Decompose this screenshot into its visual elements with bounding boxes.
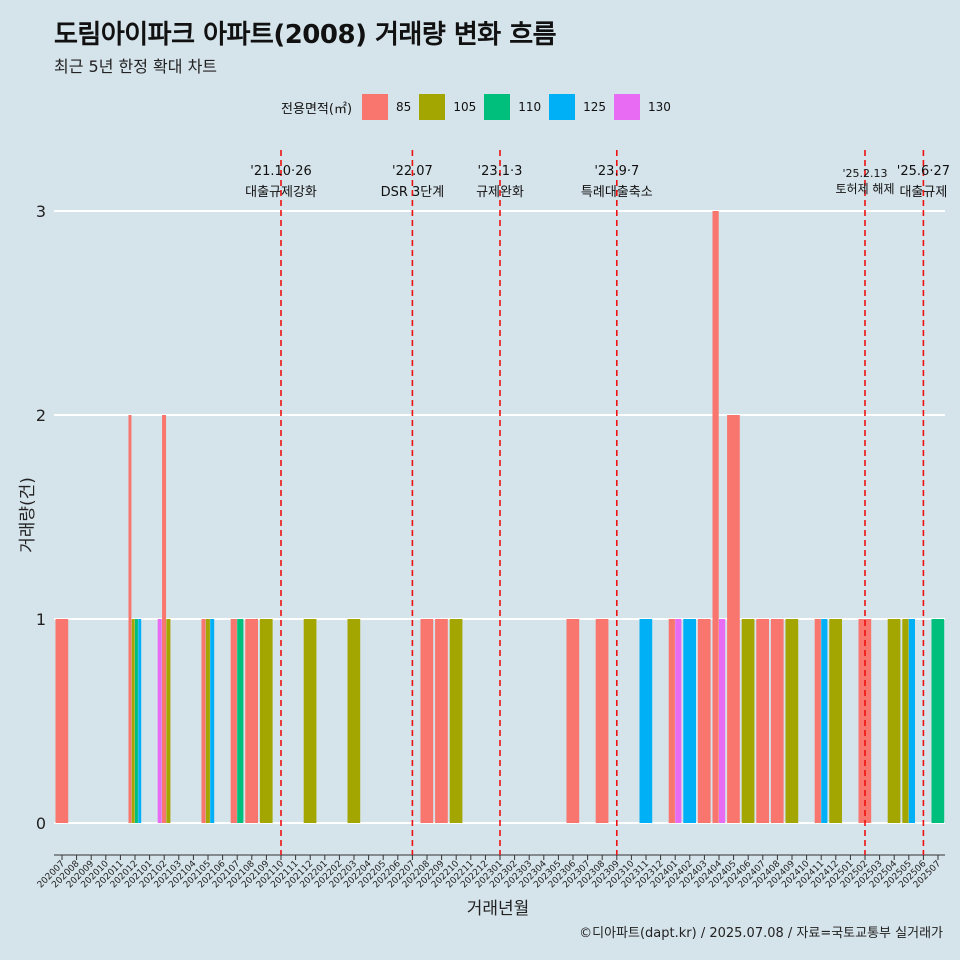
bar bbox=[420, 619, 434, 823]
legend-label: 105 bbox=[453, 100, 477, 114]
bar bbox=[201, 619, 206, 823]
bar bbox=[814, 619, 821, 823]
bar bbox=[931, 619, 945, 823]
event-date-label: '21.10·26 bbox=[250, 164, 311, 179]
bar bbox=[675, 619, 682, 823]
legend: 전용면적(㎡) 85 105 110 125 130 bbox=[0, 92, 960, 122]
legend-item-85: 85 bbox=[362, 94, 411, 120]
bar bbox=[712, 211, 719, 823]
bar bbox=[135, 619, 138, 823]
bar bbox=[719, 619, 726, 823]
bar bbox=[639, 619, 653, 823]
x-axis-title: 거래년월 bbox=[467, 899, 530, 919]
bar bbox=[435, 619, 448, 823]
legend-item-125: 125 bbox=[549, 94, 606, 120]
event-text-label: 특례대출축소 bbox=[581, 185, 653, 200]
bar bbox=[157, 619, 162, 823]
event-date-label: '23.1·3 bbox=[478, 164, 523, 179]
bar bbox=[131, 619, 135, 823]
bar bbox=[683, 619, 696, 823]
bar bbox=[210, 619, 215, 823]
event-text-label: 대출규제강화 bbox=[245, 185, 317, 200]
chart-title: 도림아이파크 아파트(2008) 거래량 변화 흐름 bbox=[54, 20, 557, 50]
legend-label: 125 bbox=[583, 100, 607, 114]
bar bbox=[449, 619, 463, 823]
y-tick-label: 2 bbox=[36, 406, 46, 425]
legend-item-130: 130 bbox=[614, 94, 671, 120]
event-text-label: 대출규제 bbox=[899, 185, 947, 200]
bar bbox=[259, 619, 273, 823]
legend-label: 130 bbox=[648, 100, 671, 114]
bar bbox=[237, 619, 244, 823]
bar bbox=[785, 619, 799, 823]
y-axis-title: 거래량(건) bbox=[18, 477, 38, 553]
event-date-label: '25.6·27 bbox=[897, 164, 950, 179]
legend-swatch bbox=[614, 94, 641, 120]
chart-subtitle: 최근 5년 한정 확대 차트 bbox=[54, 57, 218, 76]
bar bbox=[741, 619, 755, 823]
event-date-label: '22.07 bbox=[392, 164, 433, 179]
bar bbox=[303, 619, 317, 823]
bar bbox=[902, 619, 909, 823]
y-tick-label: 3 bbox=[36, 202, 46, 221]
bar bbox=[887, 619, 901, 823]
bar bbox=[138, 619, 142, 823]
legend-item-110: 110 bbox=[484, 94, 541, 120]
bar bbox=[821, 619, 828, 823]
bar bbox=[566, 619, 580, 823]
bar bbox=[595, 619, 609, 823]
legend-item-105: 105 bbox=[419, 94, 476, 120]
event-text-label: 토허제 해제 bbox=[835, 182, 894, 196]
bar bbox=[205, 619, 210, 823]
event-text-label: 규제완화 bbox=[476, 185, 524, 200]
bar bbox=[697, 619, 711, 823]
bar bbox=[770, 619, 784, 823]
y-tick-label: 1 bbox=[36, 610, 46, 629]
legend-label: 110 bbox=[518, 100, 542, 114]
bar bbox=[756, 619, 769, 823]
legend-label: 85 bbox=[396, 100, 412, 114]
bar bbox=[908, 619, 915, 823]
bar bbox=[727, 415, 740, 823]
bar bbox=[230, 619, 237, 823]
legend-swatch bbox=[549, 94, 576, 120]
bar bbox=[166, 619, 171, 823]
bar bbox=[668, 619, 675, 823]
event-date-label: '23.9·7 bbox=[594, 164, 639, 179]
legend-title: 전용면적(㎡) bbox=[281, 101, 353, 117]
bar bbox=[245, 619, 258, 823]
legend-swatch bbox=[362, 94, 389, 120]
bar bbox=[55, 619, 69, 823]
bar bbox=[829, 619, 842, 823]
bar bbox=[128, 415, 132, 823]
chart-caption: ©디아파트(dapt.kr) / 2025.07.08 / 자료=국토교통부 실… bbox=[579, 926, 943, 941]
event-date-label: '25.2.13 bbox=[842, 167, 887, 180]
legend-swatch bbox=[419, 94, 446, 120]
event-text-label: DSR 3단계 bbox=[381, 185, 445, 200]
legend-swatch bbox=[484, 94, 511, 120]
bar bbox=[347, 619, 361, 823]
y-tick-label: 0 bbox=[36, 814, 46, 833]
bar bbox=[162, 415, 167, 823]
